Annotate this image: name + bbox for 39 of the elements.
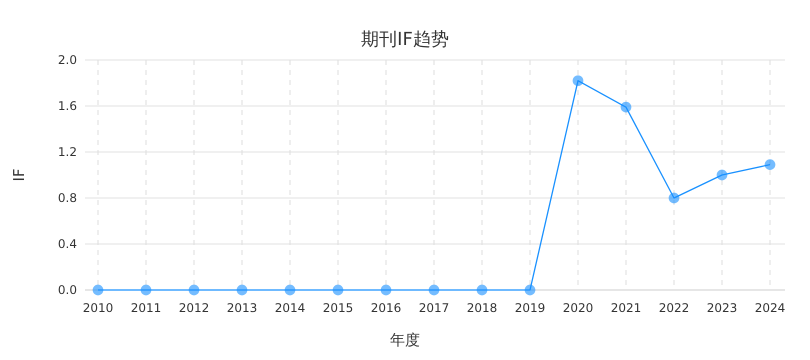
- point: [476, 284, 488, 296]
- point: [764, 159, 776, 170]
- point: [284, 284, 296, 296]
- x-tick-label: 2013: [226, 301, 258, 315]
- y-tick-label: 1.2: [58, 145, 77, 160]
- y-tick-label: 0.8: [58, 191, 77, 206]
- x-tick-label: 2012: [178, 301, 210, 315]
- point: [668, 192, 680, 204]
- point: [236, 284, 248, 296]
- point: [188, 284, 200, 296]
- point: [332, 284, 344, 296]
- x-tick-label: 2018: [466, 301, 498, 315]
- point: [524, 284, 536, 296]
- chart-title: 期刊IF趋势: [361, 29, 449, 50]
- y-tick-label: 2.0: [58, 53, 77, 68]
- point: [428, 284, 440, 296]
- x-tick-label: 2014: [274, 301, 306, 315]
- point: [572, 75, 584, 86]
- y-tick-label: 1.6: [58, 99, 77, 114]
- point: [716, 170, 728, 180]
- y-tick-label: 0.0: [58, 283, 77, 298]
- y-tick-label: 0.4: [58, 237, 77, 252]
- x-tick-label: 2016: [370, 301, 402, 315]
- x-tick-label: 2023: [706, 301, 738, 315]
- x-tick-label: 2017: [418, 301, 450, 315]
- point: [620, 102, 632, 112]
- x-tick-label: 2021: [610, 301, 642, 315]
- x-tick-label: 2020: [562, 301, 594, 315]
- x-tick-label: 2024: [754, 301, 786, 315]
- x-tick-label: 2022: [658, 301, 690, 315]
- point: [140, 284, 152, 296]
- x-tick-label: 2019: [514, 301, 546, 315]
- x-tick-label: 2011: [130, 301, 162, 315]
- point: [92, 284, 104, 296]
- y-axis-title: IF: [10, 168, 28, 182]
- x-axis-title: 年度: [390, 331, 420, 349]
- x-tick-label: 2010: [82, 301, 114, 315]
- point: [380, 284, 392, 296]
- x-tick-label: 2015: [322, 301, 354, 315]
